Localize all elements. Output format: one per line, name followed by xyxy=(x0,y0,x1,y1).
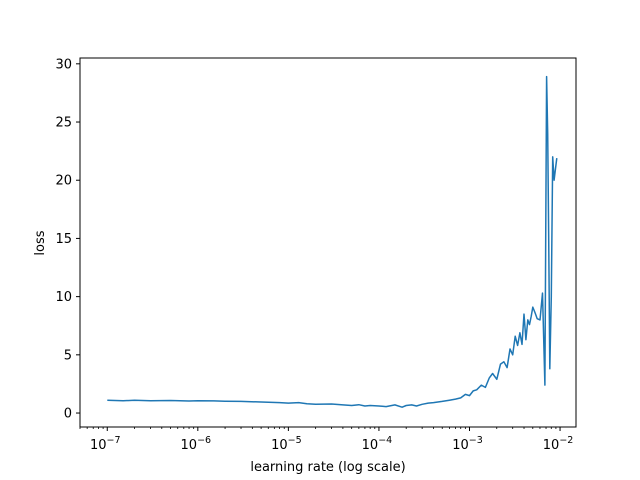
y-tick-label: 10 xyxy=(55,290,72,305)
x-tick-label: 10−5 xyxy=(271,435,302,453)
x-tick-label: 10−4 xyxy=(362,435,393,453)
x-axis-label: learning rate (log scale) xyxy=(250,460,405,475)
y-tick-label: 5 xyxy=(64,348,72,363)
y-axis-label: loss xyxy=(33,230,48,255)
y-tick-label: 0 xyxy=(64,407,72,422)
plot-area xyxy=(107,75,558,408)
loss-series-line xyxy=(107,75,558,408)
y-tick-label: 20 xyxy=(55,174,72,189)
x-tick-label: 10−2 xyxy=(543,435,574,453)
y-tick-label: 15 xyxy=(55,232,72,247)
y-tick-label: 25 xyxy=(55,116,72,131)
x-tick-label: 10−3 xyxy=(452,435,483,453)
x-tick-label: 10−7 xyxy=(90,435,121,453)
y-tick-label: 30 xyxy=(55,57,72,72)
x-axis-ticks: 10−7 10−6 10−5 10−4 10−3 10−2 xyxy=(79,427,574,453)
plot-frame xyxy=(79,57,577,428)
x-tick-label: 10−6 xyxy=(181,435,212,453)
y-axis-ticks: 0 5 10 15 20 25 30 xyxy=(55,57,80,422)
